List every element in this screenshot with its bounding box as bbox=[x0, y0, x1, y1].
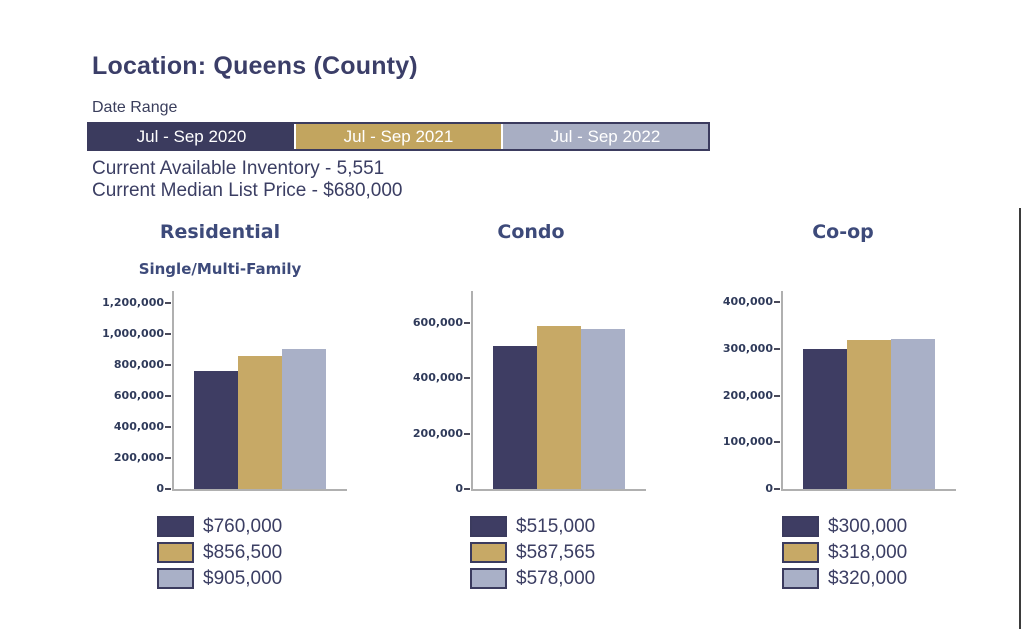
legend-row: $587,565 bbox=[470, 542, 595, 563]
x-axis-line bbox=[781, 489, 956, 491]
current-available-inventory: Current Available Inventory - 5,551 bbox=[92, 158, 385, 179]
y-axis-tick-label: 300,000 bbox=[722, 341, 773, 355]
legend-row: $760,000 bbox=[157, 516, 282, 537]
legend-swatch-jul-sep2020 bbox=[470, 516, 507, 537]
y-axis-tick bbox=[165, 394, 171, 397]
bar-chart-co-op: 0 100,000 200,000 300,000 400,000 bbox=[701, 280, 971, 495]
y-axis-tick bbox=[774, 301, 780, 303]
y-axis-tick bbox=[774, 488, 780, 490]
legend-condo: $515,000 $587,565 $578,000 bbox=[470, 516, 595, 594]
legend-row: $905,000 bbox=[157, 568, 282, 589]
y-axis-tick bbox=[165, 301, 171, 304]
y-axis-line bbox=[172, 291, 174, 489]
y-axis-tick-label: 200,000 bbox=[722, 388, 773, 402]
y-axis-tick-label: 200,000 bbox=[412, 426, 463, 440]
legend-swatch-jul-sep2020 bbox=[782, 516, 819, 537]
legend-row: $300,000 bbox=[782, 516, 907, 537]
bar-jul-sep2021[interactable] bbox=[537, 326, 581, 489]
legend-value: $578,000 bbox=[516, 567, 596, 589]
legend-swatch-jul-sep2022 bbox=[470, 568, 507, 589]
legend-value: $515,000 bbox=[516, 515, 596, 537]
y-axis-tick bbox=[464, 432, 470, 435]
y-axis-tick-label: 1,200,000 bbox=[102, 295, 164, 309]
bar-jul-sep2020[interactable] bbox=[803, 349, 847, 489]
bar-jul-sep2022[interactable] bbox=[282, 349, 326, 489]
y-axis-tick bbox=[464, 377, 470, 380]
legend-value: $318,000 bbox=[828, 541, 908, 563]
bar-jul-sep2022[interactable] bbox=[891, 339, 935, 489]
y-axis-tick-label: 0 bbox=[455, 482, 463, 495]
legend-swatch-jul-sep2020 bbox=[157, 516, 194, 537]
y-axis-line bbox=[781, 291, 783, 489]
y-axis-tick-label: 800,000 bbox=[113, 357, 164, 371]
x-axis-line bbox=[471, 489, 646, 491]
bar-jul-sep2021[interactable] bbox=[238, 356, 282, 489]
y-axis-tick bbox=[165, 488, 171, 490]
bar-jul-sep2022[interactable] bbox=[581, 329, 625, 489]
legend-value: $300,000 bbox=[828, 515, 908, 537]
date-range-selector: Jul - Sep 2020 Jul - Sep 2021 Jul - Sep … bbox=[87, 122, 710, 151]
chart-title-condo: Condo bbox=[497, 221, 565, 243]
y-axis-tick bbox=[464, 321, 470, 324]
legend-value: $587,565 bbox=[516, 541, 596, 563]
y-axis-tick-label: 400,000 bbox=[722, 295, 773, 308]
y-axis-tick bbox=[774, 347, 780, 350]
chart-subtitle: Single/Multi-Family bbox=[138, 260, 302, 278]
bar-chart-residential: 0 200,000 400,000 600,000 800,000 1,000,000 1,… bbox=[92, 280, 362, 495]
y-axis-tick-label: 400,000 bbox=[412, 371, 463, 385]
chart-title-residential: Residential bbox=[159, 221, 281, 243]
date-range-button-2021[interactable]: Jul - Sep 2021 bbox=[296, 124, 501, 149]
legend-residential: $760,000 $856,500 $905,000 bbox=[157, 516, 282, 594]
legend-row: $578,000 bbox=[470, 568, 595, 589]
bar-chart-condo: 0 200,000 400,000 600,000 bbox=[391, 280, 661, 495]
bar-jul-sep2021[interactable] bbox=[847, 340, 891, 489]
y-axis-tick bbox=[774, 394, 780, 397]
y-axis-line bbox=[471, 291, 473, 489]
window-edge-divider bbox=[1019, 208, 1021, 629]
y-axis-tick-label: 200,000 bbox=[113, 450, 164, 464]
x-axis-line bbox=[172, 489, 347, 491]
y-axis-tick bbox=[464, 488, 470, 490]
y-axis-tick-label: 600,000 bbox=[412, 315, 463, 329]
y-axis-tick-label: 1,000,000 bbox=[102, 326, 164, 340]
y-axis-tick bbox=[165, 363, 171, 366]
y-axis-tick-label: 100,000 bbox=[722, 435, 773, 449]
legend-value: $905,000 bbox=[203, 567, 283, 589]
legend-row: $856,500 bbox=[157, 542, 282, 563]
current-median-list-price: Current Median List Price - $680,000 bbox=[92, 180, 403, 201]
y-axis-tick bbox=[774, 441, 780, 444]
legend-value: $856,500 bbox=[203, 541, 283, 563]
page-title: Location: Queens (County) bbox=[92, 52, 418, 80]
legend-co-op: $300,000 $318,000 $320,000 bbox=[782, 516, 907, 594]
y-axis-tick bbox=[165, 425, 171, 428]
y-axis-tick bbox=[165, 332, 171, 335]
y-axis-tick-label: 600,000 bbox=[113, 388, 164, 402]
date-range-button-2022[interactable]: Jul - Sep 2022 bbox=[503, 124, 708, 149]
legend-row: $515,000 bbox=[470, 516, 595, 537]
legend-value: $760,000 bbox=[203, 515, 283, 537]
y-axis-tick-label: 0 bbox=[765, 482, 773, 495]
legend-swatch-jul-sep2022 bbox=[782, 568, 819, 589]
legend-swatch-jul-sep2022 bbox=[157, 568, 194, 589]
bar-jul-sep2020[interactable] bbox=[493, 346, 537, 489]
date-range-label: Date Range bbox=[92, 99, 178, 116]
chart-title-co-op: Co-op bbox=[812, 221, 874, 243]
date-range-button-2020[interactable]: Jul - Sep 2020 bbox=[89, 124, 294, 149]
bar-jul-sep2020[interactable] bbox=[194, 371, 238, 489]
y-axis-tick-label: 400,000 bbox=[113, 419, 164, 433]
legend-row: $320,000 bbox=[782, 568, 907, 589]
y-axis-tick bbox=[165, 456, 171, 459]
y-axis-tick-label: 0 bbox=[156, 482, 164, 495]
legend-value: $320,000 bbox=[828, 567, 908, 589]
legend-swatch-jul-sep2021 bbox=[157, 542, 194, 563]
legend-swatch-jul-sep2021 bbox=[470, 542, 507, 563]
legend-row: $318,000 bbox=[782, 542, 907, 563]
legend-swatch-jul-sep2021 bbox=[782, 542, 819, 563]
